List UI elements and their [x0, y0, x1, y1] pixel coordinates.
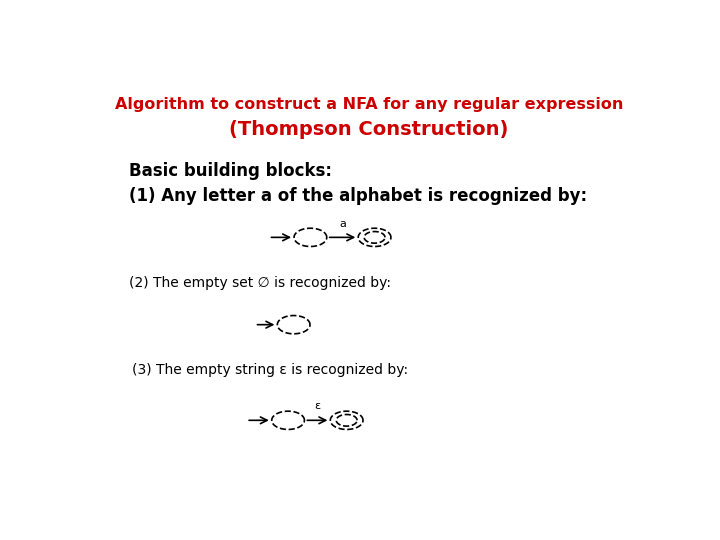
Text: a: a [339, 219, 346, 228]
Text: (2) The empty set ∅ is recognized by:: (2) The empty set ∅ is recognized by: [129, 276, 391, 290]
Text: (3) The empty string ε is recognized by:: (3) The empty string ε is recognized by: [132, 363, 408, 377]
Text: (Thompson Construction): (Thompson Construction) [229, 120, 509, 139]
Text: Basic building blocks:: Basic building blocks: [129, 162, 332, 180]
Text: (1) Any letter a of the alphabet is recognized by:: (1) Any letter a of the alphabet is reco… [129, 187, 588, 205]
Text: ε: ε [315, 401, 320, 411]
Text: Algorithm to construct a NFA for any regular expression: Algorithm to construct a NFA for any reg… [114, 97, 624, 112]
